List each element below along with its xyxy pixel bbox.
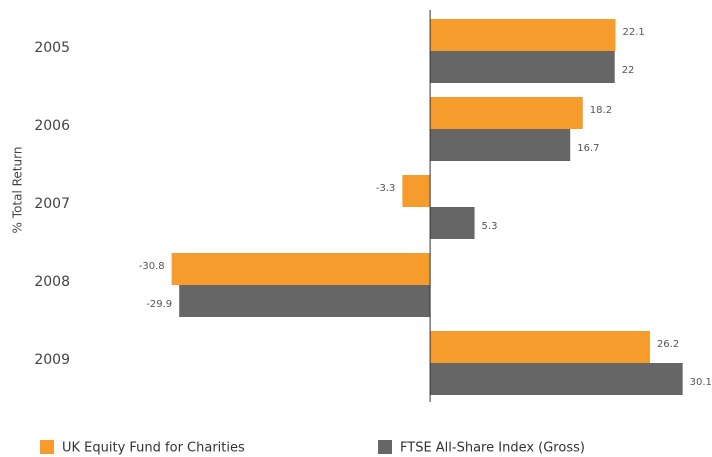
- legend-label: UK Equity Fund for Charities: [62, 441, 245, 456]
- bar: [179, 285, 431, 317]
- data-label: 30.1: [690, 377, 712, 388]
- data-label: 5.3: [482, 221, 498, 232]
- y-tick-label: 2005: [34, 40, 70, 56]
- data-label: 22.1: [623, 27, 645, 38]
- bar: [430, 129, 571, 161]
- data-label: -3.3: [376, 183, 396, 194]
- data-label: 18.2: [590, 105, 612, 116]
- y-tick-label: 2007: [34, 196, 70, 212]
- data-label: 16.7: [577, 143, 599, 154]
- legend-label: FTSE All-Share Index (Gross): [400, 441, 585, 456]
- bar: [402, 175, 431, 207]
- data-label: -30.8: [139, 261, 165, 272]
- data-label: 22: [622, 65, 635, 76]
- y-axis-label: % Total Return: [11, 147, 25, 234]
- bar: [430, 207, 475, 239]
- legend-swatch: [40, 440, 54, 454]
- y-tick-label: 2009: [34, 352, 70, 368]
- bar: [430, 363, 683, 395]
- legend-swatch: [378, 440, 392, 454]
- y-tick-label: 2008: [34, 274, 70, 290]
- bar: [430, 331, 650, 363]
- bar: [430, 19, 616, 51]
- y-tick-label: 2006: [34, 118, 70, 134]
- bar: [430, 97, 583, 129]
- data-label: 26.2: [657, 339, 679, 350]
- bar: [430, 51, 615, 83]
- data-label: -29.9: [146, 299, 172, 310]
- bar: [171, 253, 431, 285]
